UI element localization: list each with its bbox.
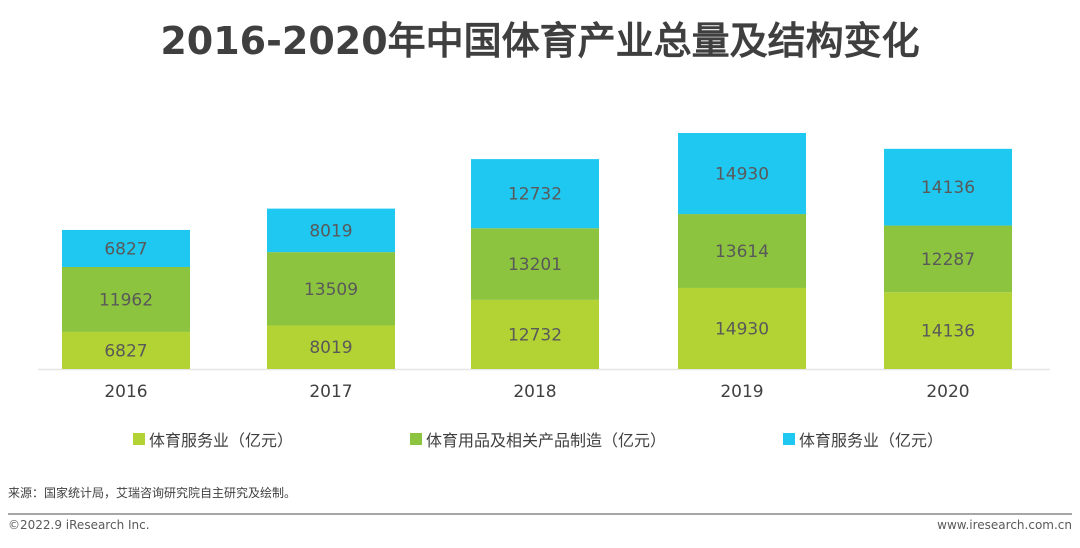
data-label-2018-series-0: 12732 xyxy=(508,325,562,345)
bar-2020-series-0 xyxy=(884,292,1012,369)
legend-swatch-2 xyxy=(783,433,795,445)
stacked-bar-chart: 6827 11962 6827 2016 8019 13509 8019 2017 12732 1… xyxy=(38,133,1050,402)
bar-2018-series-0 xyxy=(471,299,599,369)
bar-2018-series-2 xyxy=(471,159,599,229)
bar-2020-series-2 xyxy=(884,148,1012,226)
data-label-2016-series-1: 11962 xyxy=(99,290,153,310)
bar-2017-series-0 xyxy=(267,325,395,369)
x-tick-label-2019: 2019 xyxy=(720,382,763,402)
data-label-2016-series-2: 6827 xyxy=(104,239,147,259)
bar-2019-series-0 xyxy=(678,287,806,369)
bar-2017-series-1 xyxy=(267,252,395,326)
x-tick-label-2020: 2020 xyxy=(926,382,969,402)
data-label-2019-series-1: 13614 xyxy=(715,242,769,262)
data-label-2018-series-1: 13201 xyxy=(508,255,562,275)
legend-label-0: 体育服务业（亿元） xyxy=(149,431,294,450)
data-label-2018-series-2: 12732 xyxy=(508,185,562,205)
x-tick-label-2017: 2017 xyxy=(309,382,352,402)
legend-item-1: 体育用品及相关产品制造（亿元） xyxy=(410,428,666,450)
legend-item-2: 体育服务业（亿元） xyxy=(783,428,943,450)
source-note: 来源：国家统计局，艾瑞咨询研究院自主研究及绘制。 xyxy=(8,486,297,500)
data-label-2020-series-2: 14136 xyxy=(921,178,975,198)
legend-label-2: 体育服务业（亿元） xyxy=(799,431,944,450)
website-link[interactable]: www.iresearch.com.cn xyxy=(937,518,1072,532)
data-label-2017-series-0: 8019 xyxy=(309,338,352,358)
data-label-2019-series-2: 14930 xyxy=(715,165,769,185)
chart-title: 2016-2020年中国体育产业总量及结构变化 xyxy=(160,19,920,63)
legend-label-1: 体育用品及相关产品制造（亿元） xyxy=(426,431,667,450)
copyright: ©2022.9 iResearch Inc. xyxy=(8,518,150,532)
legend-swatch-0 xyxy=(133,433,145,445)
data-label-2019-series-0: 14930 xyxy=(715,319,769,339)
data-label-2016-series-0: 6827 xyxy=(104,341,147,361)
bar-2018-series-1 xyxy=(471,228,599,300)
legend-swatch-1 xyxy=(410,433,422,445)
bar-2017-series-2 xyxy=(267,208,395,253)
bar-2019-series-1 xyxy=(678,214,806,288)
bar-2019-series-2 xyxy=(678,133,806,215)
bar-2016-series-0 xyxy=(62,331,190,369)
footer-divider xyxy=(8,513,1072,515)
x-tick-label-2016: 2016 xyxy=(104,382,147,402)
legend-item-0: 体育服务业（亿元） xyxy=(133,428,293,450)
bar-2016-series-2 xyxy=(62,229,190,268)
data-label-2020-series-0: 14136 xyxy=(921,322,975,342)
data-label-2017-series-2: 8019 xyxy=(309,221,352,241)
data-label-2020-series-1: 12287 xyxy=(921,250,975,270)
bar-2020-series-1 xyxy=(884,225,1012,293)
bar-2016-series-1 xyxy=(62,267,190,332)
x-tick-label-2018: 2018 xyxy=(513,382,556,402)
data-label-2017-series-1: 13509 xyxy=(304,280,358,300)
